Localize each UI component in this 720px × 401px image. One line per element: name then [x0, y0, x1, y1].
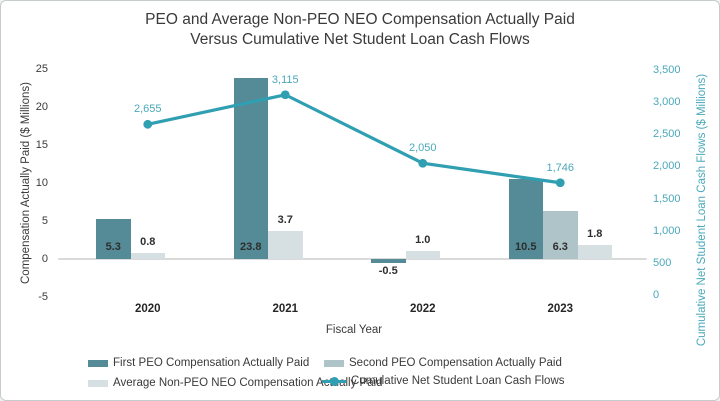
line-value-label-2022: 2,050	[408, 142, 437, 155]
first-peo-bar-2022	[371, 259, 406, 263]
zero-gridline	[58, 258, 647, 260]
right-axis-tick-3-000: 3,000	[653, 96, 681, 109]
left-axis-tick-10: 10	[35, 177, 48, 189]
legend-label-first-peo: First PEO Compensation Actually Paid	[113, 357, 310, 369]
bar-value-label-2021: 23.8	[240, 241, 262, 253]
x-axis-title: Fiscal Year	[325, 324, 383, 336]
left-axis-tick-20: 20	[35, 101, 48, 113]
first-peo-bar-2021	[233, 78, 268, 259]
right-axis-tick-1-000: 1,000	[653, 224, 681, 237]
bar-value-label-2020: 5.3	[105, 241, 121, 253]
average-non-peo-bar-2021	[268, 230, 303, 259]
x-axis-label-2022: 2022	[409, 303, 436, 315]
bar-value-label-2020: 0.8	[140, 235, 156, 248]
chart-title-line-2: Versus Cumulative Net Student Loan Cash …	[190, 31, 530, 48]
x-axis-label-2023: 2023	[547, 303, 574, 315]
right-axis-tick-3-500: 3,500	[653, 64, 681, 76]
legend-item-first-peo: First PEO Compensation Actually Paid	[88, 356, 309, 370]
line-marker-2020	[143, 119, 153, 129]
line-marker-2021	[280, 90, 290, 100]
first-peo-swatch	[88, 359, 108, 367]
bar-value-label-2021: 3.7	[277, 213, 293, 226]
line-value-label-2020: 2,655	[133, 103, 162, 116]
line-value-label-2021: 3,115	[271, 73, 299, 86]
second-peo-swatch	[324, 359, 344, 367]
legend-item-cash-flows: Cumulative Net Student Loan Cash Flows	[322, 374, 565, 388]
first-peo-bar-2020	[96, 218, 131, 259]
first-peo-bar-2023	[508, 179, 543, 259]
legend-label-avg-non-peo: Average Non-PEO NEO Compensation Actuall…	[113, 377, 383, 389]
average-non-peo-bar-2023	[577, 245, 612, 259]
legend-label-cash-flows: Cumulative Net Student Loan Cash Flows	[351, 375, 565, 387]
bar-value-label-2022: -0.5	[378, 264, 398, 277]
chart-title: PEO and Average Non-PEO NEO Compensation…	[1, 10, 719, 50]
line-marker-2023	[555, 178, 565, 188]
average-non-peo-bar-2020	[130, 252, 165, 259]
legend-item-avg-non-peo: Average Non-PEO NEO Compensation Actuall…	[88, 376, 383, 390]
bar-value-label-2022: 1.0	[415, 234, 431, 247]
avg-non-peo-swatch	[88, 379, 108, 387]
legend-item-second-peo: Second PEO Compensation Actually Paid	[324, 356, 562, 370]
right-axis-tick-500: 500	[653, 256, 672, 269]
line-value-label-2023: 1,746	[546, 161, 575, 174]
x-axis-label-2021: 2021	[272, 303, 299, 315]
left-axis-tick-25: 25	[35, 63, 48, 75]
bar-value-label-2023: 10.5	[515, 241, 537, 253]
average-non-peo-bar-2022	[405, 251, 440, 259]
second-peo-bar-2023	[543, 211, 578, 259]
right-axis-tick-2-500: 2,500	[653, 128, 681, 141]
left-axis-tick-5: -5	[38, 291, 48, 303]
bar-value-label-2023: 1.8	[587, 228, 603, 241]
right-axis-tick-2-000: 2,000	[653, 160, 681, 173]
right-axis-tick-0: 0	[653, 289, 660, 301]
cash-flows-line	[147, 93, 561, 185]
chart-title-line-1: PEO and Average Non-PEO NEO Compensation…	[145, 11, 575, 28]
x-axis-label-2020: 2020	[134, 303, 161, 315]
left-axis-tick-5: 5	[41, 215, 48, 227]
left-axis-tick-15: 15	[35, 139, 48, 151]
bar-value-label-2023: 6.3	[552, 241, 568, 253]
legend-label-second-peo: Second PEO Compensation Actually Paid	[349, 357, 562, 369]
right-axis-tick-1-500: 1,500	[653, 192, 681, 205]
left-axis-tick-0: 0	[41, 253, 48, 265]
line-marker-2022	[418, 158, 428, 168]
cash-flows-line-swatch	[322, 376, 346, 386]
